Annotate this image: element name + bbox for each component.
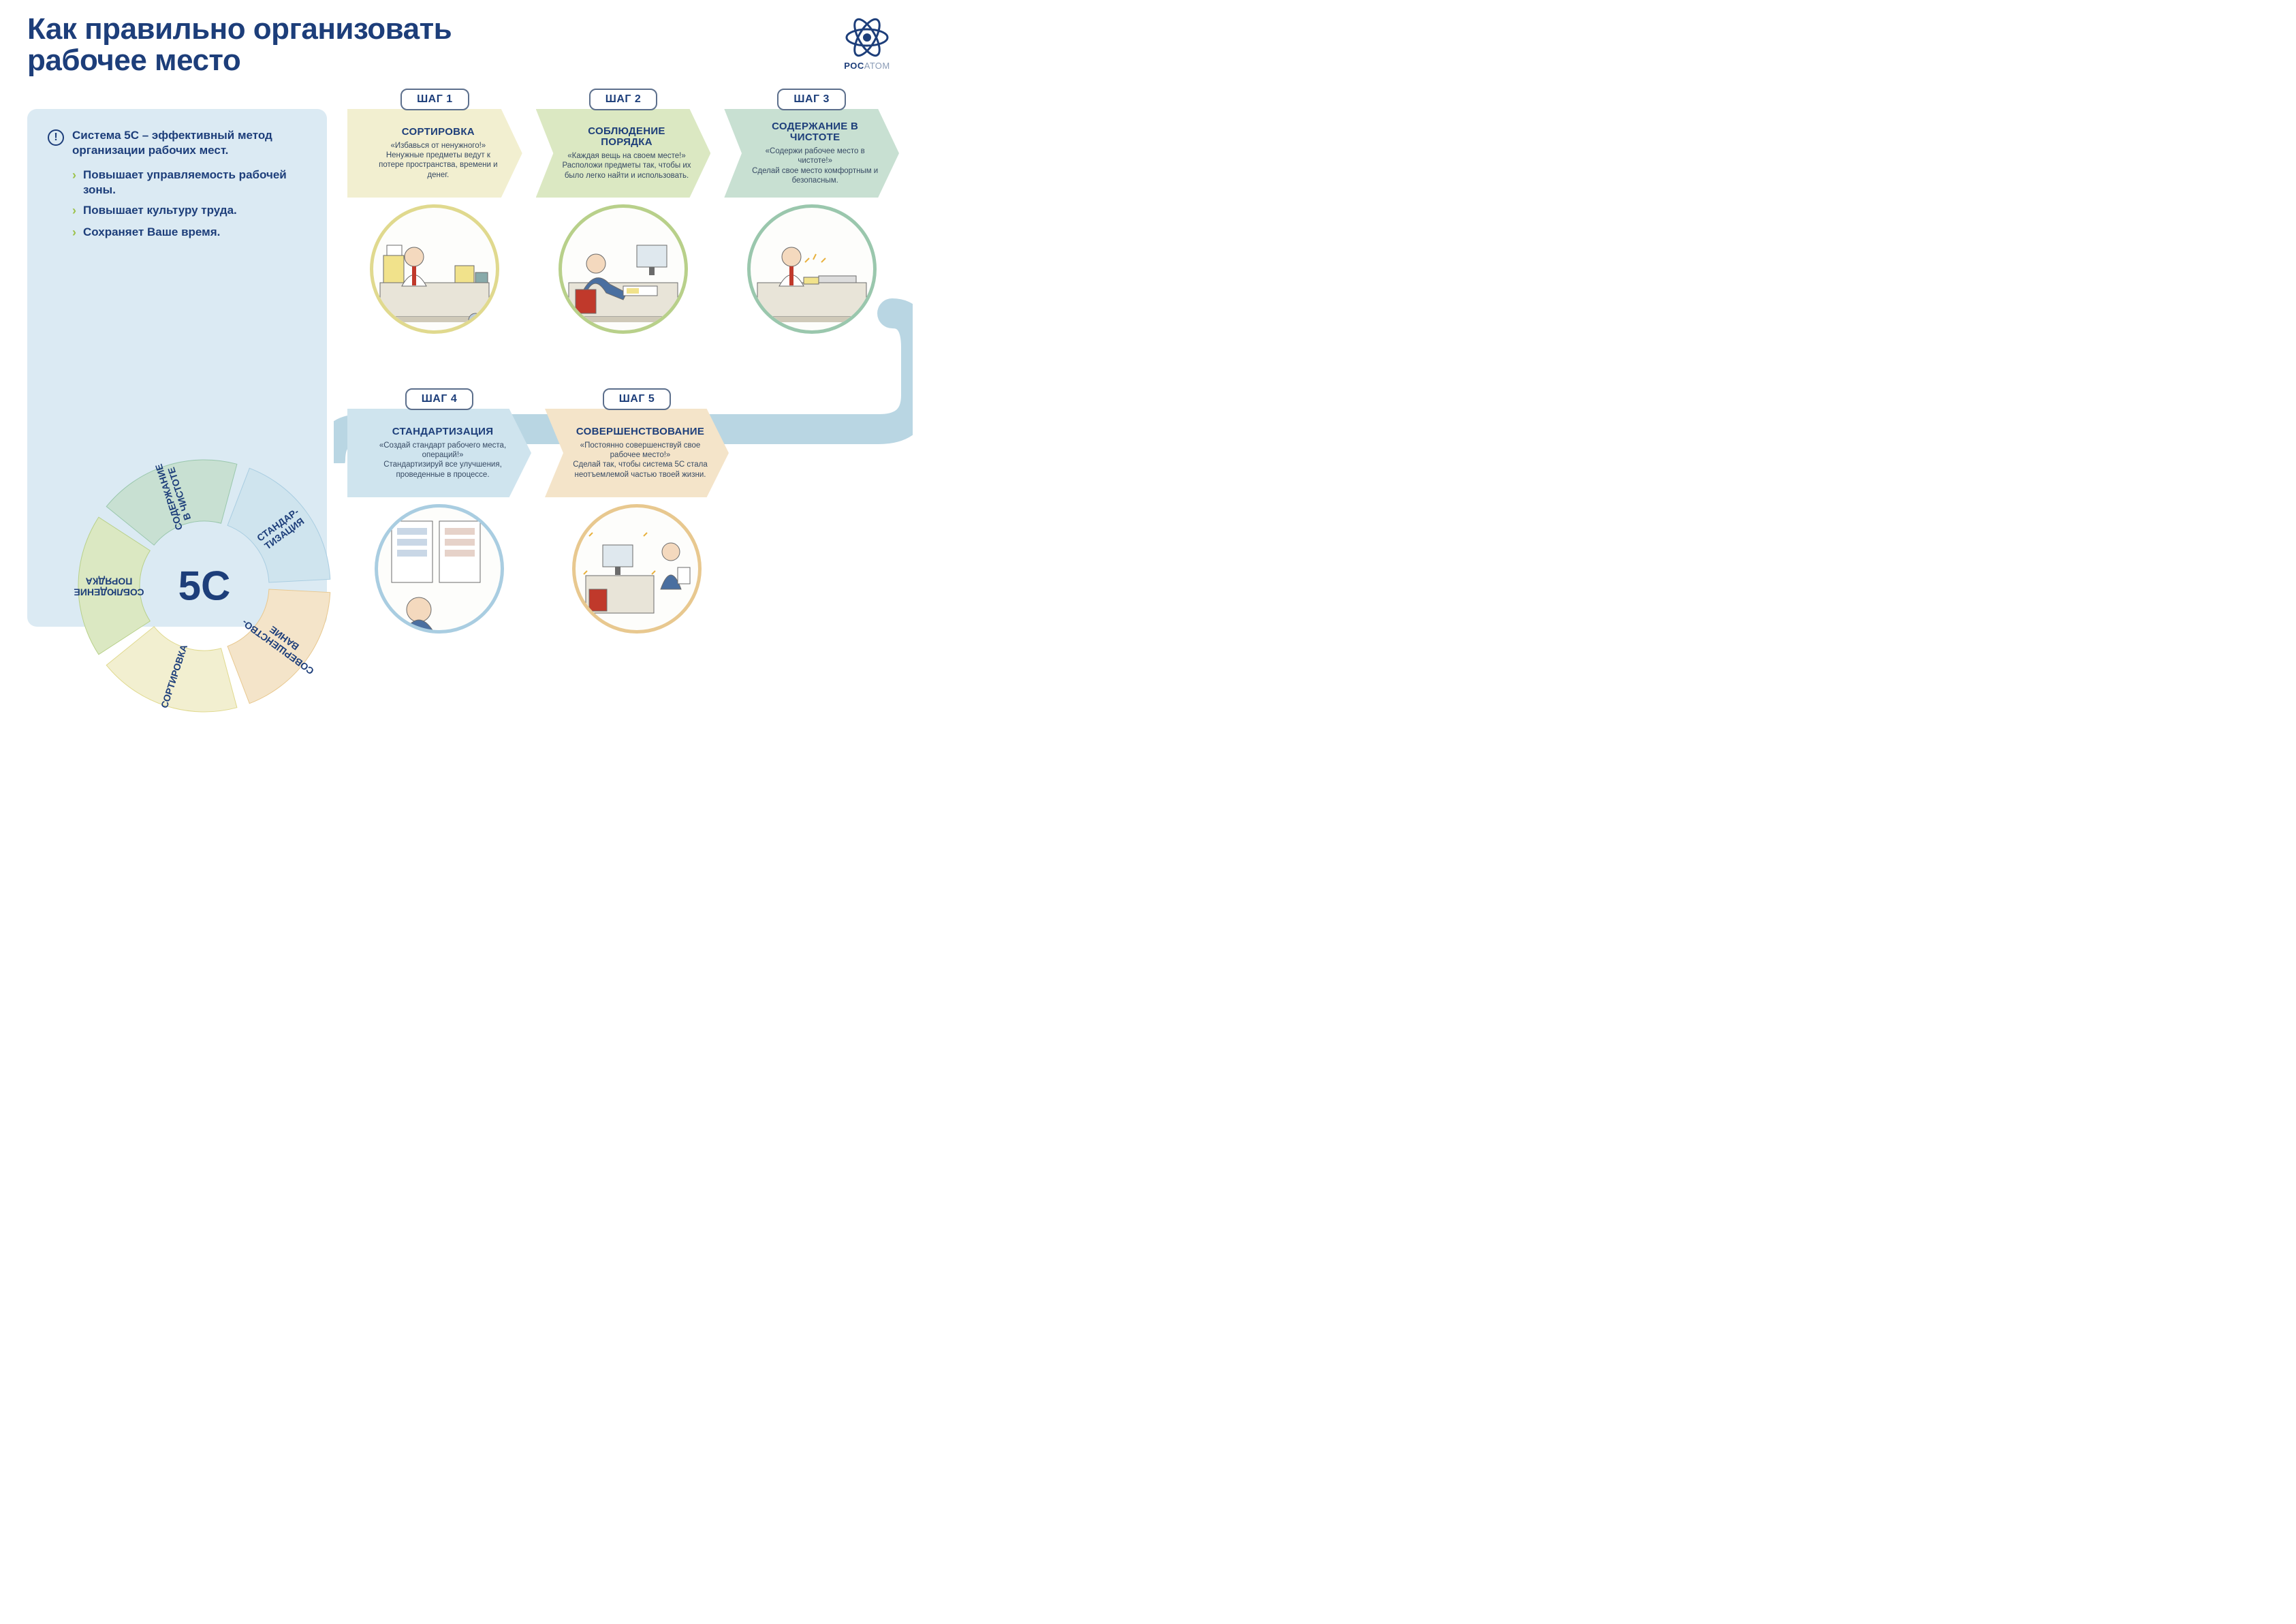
- step-arrow: СОДЕРЖАНИЕ В ЧИСТОТЕ «Содержи рабочее ме…: [724, 109, 899, 198]
- step-desc: Сделай так, чтобы система 5С стала неотъ…: [571, 460, 710, 480]
- info-bullet: › Сохраняет Ваше время.: [72, 225, 306, 240]
- bullet-text: Повышает культуру труда.: [83, 203, 237, 219]
- step-arrow: СОБЛЮДЕНИЕ ПОРЯДКА «Каждая вещь на своем…: [536, 109, 711, 198]
- info-bullets: › Повышает управляемость рабочей зоны. ›…: [48, 168, 306, 240]
- step-quote: «Каждая вещь на своем месте!»: [567, 151, 685, 161]
- step-illustration: [370, 204, 499, 334]
- step-illustration: [375, 504, 504, 634]
- info-intro: ! Система 5С – эффективный метод организ…: [48, 128, 306, 158]
- step-desc: Сделай свое место комфортным и безопасны…: [750, 166, 880, 186]
- step-clean: ШАГ 3 СОДЕРЖАНИЕ В ЧИСТОТЕ «Содержи рабо…: [724, 89, 899, 334]
- info-box: ! Система 5С – эффективный метод организ…: [27, 109, 327, 627]
- step-quote: «Создай стандарт рабочего места, операци…: [373, 441, 512, 460]
- page-title: Как правильно организовать рабочее место: [27, 14, 452, 76]
- step-order: ШАГ 2 СОБЛЮДЕНИЕ ПОРЯДКА «Каждая вещь на…: [536, 89, 711, 334]
- steps-row-1: ШАГ 1 СОРТИРОВКА «Избавься от ненужного!…: [347, 89, 899, 334]
- donut-5c: СОРТИРОВКАСОБЛЮДЕНИЕПОРЯДКАСОДЕРЖАНИЕВ Ч…: [68, 450, 341, 722]
- rosatom-logo: РОСАТОМ: [843, 17, 891, 71]
- step-title: СОВЕРШЕНСТВОВАНИЕ: [576, 426, 704, 438]
- step-illustration: [747, 204, 877, 334]
- info-bullet: › Повышает культуру труда.: [72, 203, 306, 219]
- info-bullet: › Повышает управляемость рабочей зоны.: [72, 168, 306, 198]
- step-tab: ШАГ 5: [603, 388, 672, 410]
- step-illustration: [559, 204, 688, 334]
- step-desc: Ненужные предметы ведут к потере простра…: [373, 151, 503, 180]
- donut-label-order: СОБЛЮДЕНИЕ: [74, 587, 144, 597]
- step-tab: ШАГ 1: [400, 89, 469, 110]
- chevron-right-icon: ›: [72, 168, 76, 198]
- step-desc: Стандартизируй все улучшения, проведенны…: [373, 460, 512, 480]
- step-quote: «Содержи рабочее место в чистоте!»: [750, 146, 880, 166]
- info-intro-text: Система 5С – эффективный метод организац…: [72, 128, 306, 158]
- step-arrow: СОРТИРОВКА «Избавься от ненужного!» Нену…: [347, 109, 522, 198]
- step-illustration: [572, 504, 702, 634]
- step-desc: Расположи предметы так, чтобы их было ле…: [562, 161, 692, 181]
- step-title: СОБЛЮДЕНИЕ ПОРЯДКА: [562, 126, 692, 149]
- step-tab: ШАГ 3: [777, 89, 846, 110]
- title-line-2: рабочее место: [27, 44, 240, 77]
- step-title: СОДЕРЖАНИЕ В ЧИСТОТЕ: [750, 121, 880, 144]
- step-quote: «Постоянно совершенствуй свое рабочее ме…: [571, 441, 710, 460]
- step-tab: ШАГ 2: [589, 89, 658, 110]
- step-standard: ШАГ 4 СТАНДАРТИЗАЦИЯ «Создай стандарт ра…: [347, 388, 531, 634]
- step-arrow: СОВЕРШЕНСТВОВАНИЕ «Постоянно совершенств…: [545, 409, 729, 497]
- rosatom-logo-icon: [843, 17, 891, 58]
- steps-container: ШАГ 1 СОРТИРОВКА «Избавься от ненужного!…: [347, 89, 899, 654]
- logo-text-bold: РОС: [844, 61, 864, 71]
- title-line-1: Как правильно организовать: [27, 12, 452, 46]
- donut-label-order: ПОРЯДКА: [86, 576, 133, 587]
- step-quote: «Избавься от ненужного!»: [390, 141, 486, 151]
- donut-center-label: 5С: [178, 563, 231, 610]
- bullet-text: Повышает управляемость рабочей зоны.: [83, 168, 306, 198]
- step-tab: ШАГ 4: [405, 388, 474, 410]
- bullet-text: Сохраняет Ваше время.: [83, 225, 220, 240]
- exclamation-icon: !: [48, 129, 64, 146]
- chevron-right-icon: ›: [72, 203, 76, 219]
- logo-text: РОСАТОМ: [843, 61, 891, 71]
- step-arrow: СТАНДАРТИЗАЦИЯ «Создай стандарт рабочего…: [347, 409, 531, 497]
- chevron-right-icon: ›: [72, 225, 76, 240]
- step-title: СОРТИРОВКА: [402, 127, 475, 138]
- step-sort: ШАГ 1 СОРТИРОВКА «Избавься от ненужного!…: [347, 89, 522, 334]
- step-title: СТАНДАРТИЗАЦИЯ: [392, 426, 494, 438]
- step-improve: ШАГ 5 СОВЕРШЕНСТВОВАНИЕ «Постоянно совер…: [545, 388, 729, 634]
- logo-text-light: АТОМ: [864, 61, 890, 71]
